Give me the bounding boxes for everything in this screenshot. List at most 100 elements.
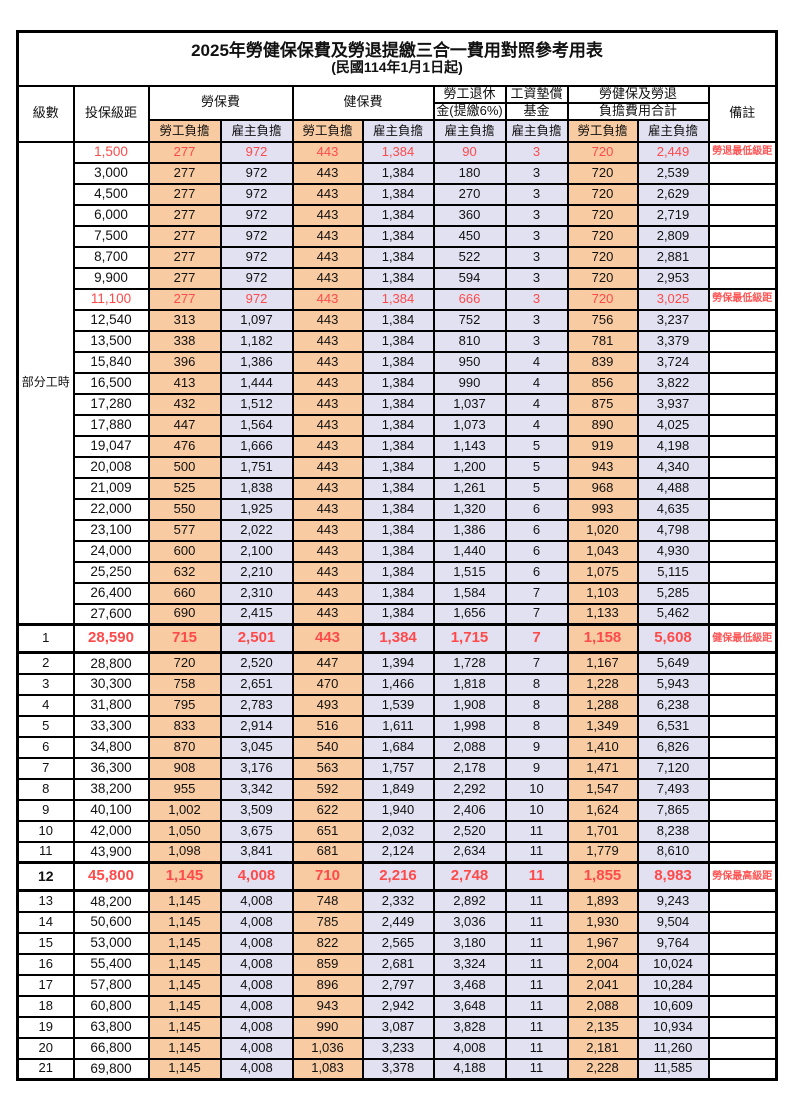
table-row: 16 55,400 1,145 4,008 859 2,681 3,324 11 2,004 10… bbox=[16, 952, 778, 976]
page-subtitle: (民國114年1月1日起) bbox=[331, 59, 463, 76]
value-cell: 1,940 bbox=[361, 798, 435, 822]
value-cell: 443 bbox=[291, 266, 364, 290]
value-cell: 1,145 bbox=[147, 861, 222, 892]
value-cell: 785 bbox=[291, 910, 364, 934]
value-cell: 781 bbox=[566, 329, 639, 353]
table-row: 17 57,800 1,145 4,008 896 2,797 3,468 11 2,041 10… bbox=[16, 973, 778, 997]
table-row: 8 38,200 955 3,342 592 1,849 2,292 10 1,547 7,493 bbox=[16, 777, 778, 801]
col-header-wage-fund-line1: 工資墊償 bbox=[504, 84, 569, 104]
value-cell: 1,925 bbox=[219, 497, 294, 521]
table-row: 4,500 277 972 443 1,384 270 3 720 2,629 bbox=[18, 182, 778, 206]
value-cell: 3,509 bbox=[219, 798, 294, 822]
value-cell: 90 bbox=[432, 140, 507, 164]
salary-bracket-cell: 43,900 bbox=[72, 840, 150, 864]
value-cell: 11 bbox=[504, 819, 569, 843]
salary-bracket-cell: 11,100 bbox=[72, 287, 150, 311]
table-row: 13,500 338 1,182 443 1,384 810 3 781 3,379 bbox=[18, 329, 778, 353]
value-cell: 443 bbox=[291, 182, 364, 206]
value-cell: 972 bbox=[219, 140, 294, 164]
value-cell: 8,238 bbox=[636, 819, 710, 843]
value-cell: 2,210 bbox=[219, 560, 294, 584]
table-row: 14 50,600 1,145 4,008 785 2,449 3,036 11 1,930 9,… bbox=[16, 910, 778, 934]
value-cell: 3 bbox=[504, 329, 569, 353]
value-cell: 3,724 bbox=[636, 350, 710, 374]
value-cell: 3,379 bbox=[636, 329, 710, 353]
value-cell: 4,188 bbox=[432, 1057, 507, 1081]
value-cell: 2,565 bbox=[361, 931, 435, 955]
value-cell: 1,384 bbox=[361, 581, 435, 605]
value-cell: 955 bbox=[147, 777, 222, 801]
value-cell: 950 bbox=[432, 350, 507, 374]
value-cell: 3 bbox=[504, 161, 569, 185]
subheader-labor-employee: 勞工負擔 bbox=[147, 118, 222, 143]
value-cell: 443 bbox=[291, 161, 364, 185]
salary-bracket-cell: 34,800 bbox=[72, 735, 150, 759]
table-row: 6 34,800 870 3,045 540 1,684 2,088 9 1,410 6,826 bbox=[16, 735, 778, 759]
value-cell: 1,320 bbox=[432, 497, 507, 521]
value-cell: 5 bbox=[504, 434, 569, 458]
table-row: 21 69,800 1,145 4,008 1,083 3,378 4,188 11 2,228… bbox=[16, 1057, 778, 1081]
salary-bracket-cell: 36,300 bbox=[72, 756, 150, 780]
value-cell: 1,384 bbox=[361, 224, 435, 248]
value-cell: 2,415 bbox=[219, 602, 294, 626]
value-cell: 720 bbox=[566, 182, 639, 206]
value-cell: 2,041 bbox=[566, 973, 639, 997]
value-cell: 1,384 bbox=[361, 476, 435, 500]
value-cell: 632 bbox=[147, 560, 222, 584]
value-cell: 1,728 bbox=[432, 651, 507, 675]
value-cell: 2,881 bbox=[636, 245, 710, 269]
col-header-bracket: 投保級距 bbox=[72, 84, 150, 143]
value-cell: 10,934 bbox=[636, 1015, 710, 1039]
note-cell bbox=[707, 581, 778, 605]
value-cell: 1,145 bbox=[147, 1036, 222, 1060]
value-cell: 2,004 bbox=[566, 952, 639, 976]
value-cell: 11 bbox=[504, 952, 569, 976]
value-cell: 2,651 bbox=[219, 672, 294, 696]
value-cell: 4,008 bbox=[219, 889, 294, 913]
salary-bracket-cell: 55,400 bbox=[72, 952, 150, 976]
value-cell: 443 bbox=[291, 371, 364, 395]
salary-bracket-cell: 26,400 bbox=[72, 581, 150, 605]
table-row: 13 48,200 1,145 4,008 748 2,332 2,892 11 1,893 9,… bbox=[16, 889, 778, 913]
salary-bracket-cell: 28,800 bbox=[72, 651, 150, 675]
note-cell bbox=[707, 798, 778, 822]
table-row: 15,840 396 1,386 443 1,384 950 4 839 3,724 bbox=[18, 350, 778, 374]
value-cell: 6,826 bbox=[636, 735, 710, 759]
value-cell: 666 bbox=[432, 287, 507, 311]
value-cell: 2,719 bbox=[636, 203, 710, 227]
value-cell: 720 bbox=[566, 140, 639, 164]
value-cell: 313 bbox=[147, 308, 222, 332]
value-cell: 1,143 bbox=[432, 434, 507, 458]
table-title-cell: 2025年勞健保保費及勞退提繳三合一費用對照參考用表 (民國114年1月1日起) bbox=[16, 30, 778, 87]
value-cell: 3,937 bbox=[636, 392, 710, 416]
value-cell: 9 bbox=[504, 735, 569, 759]
value-cell: 2,332 bbox=[361, 889, 435, 913]
value-cell: 1,384 bbox=[361, 266, 435, 290]
level-cell: 4 bbox=[16, 693, 75, 717]
note-cell bbox=[707, 693, 778, 717]
value-cell: 443 bbox=[291, 245, 364, 269]
salary-bracket-cell: 33,300 bbox=[72, 714, 150, 738]
value-cell: 1,261 bbox=[432, 476, 507, 500]
note-cell bbox=[707, 350, 778, 374]
value-cell: 10,284 bbox=[636, 973, 710, 997]
value-cell: 516 bbox=[291, 714, 364, 738]
col-header-health-insurance: 健保費 bbox=[291, 84, 435, 121]
value-cell: 715 bbox=[147, 623, 222, 654]
header-row-2: 金(提繳6%) 基金 負擔費用合計 bbox=[18, 101, 777, 121]
note-cell bbox=[707, 931, 778, 955]
value-cell: 1,384 bbox=[361, 203, 435, 227]
value-cell: 756 bbox=[566, 308, 639, 332]
value-cell: 972 bbox=[219, 203, 294, 227]
salary-bracket-cell: 6,000 bbox=[72, 203, 150, 227]
value-cell: 4,008 bbox=[219, 861, 294, 892]
salary-bracket-cell: 25,250 bbox=[72, 560, 150, 584]
value-cell: 1,624 bbox=[566, 798, 639, 822]
value-cell: 4,635 bbox=[636, 497, 710, 521]
table-row: 10 42,000 1,050 3,675 651 2,032 2,520 11 1,701 8,… bbox=[16, 819, 778, 843]
value-cell: 277 bbox=[147, 224, 222, 248]
value-cell: 10 bbox=[504, 798, 569, 822]
value-cell: 7 bbox=[504, 623, 569, 654]
value-cell: 1,036 bbox=[291, 1036, 364, 1060]
subheader-wage-fund-employer: 雇主負擔 bbox=[504, 118, 569, 143]
